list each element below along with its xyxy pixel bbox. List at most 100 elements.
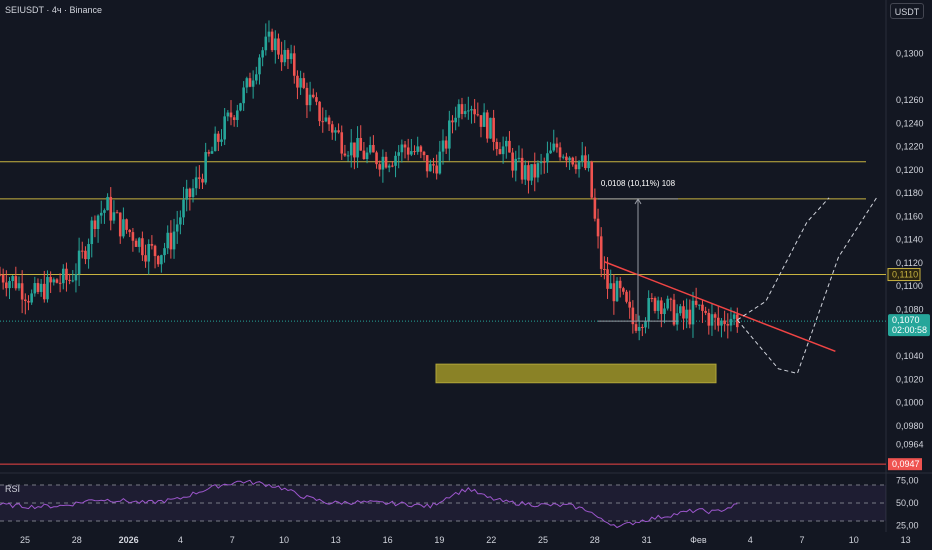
candle-body bbox=[495, 141, 499, 150]
candle-body bbox=[663, 308, 666, 315]
time-tick-label: 4 bbox=[748, 535, 753, 545]
candle-body bbox=[286, 49, 290, 60]
candle-body bbox=[723, 320, 726, 325]
time-tick-label: 25 bbox=[538, 535, 548, 545]
candle-body bbox=[232, 117, 236, 120]
candle-body bbox=[163, 248, 166, 256]
price-tick-label: 0,0980 bbox=[896, 421, 924, 431]
bar-countdown: 02:00:58 bbox=[892, 325, 927, 335]
candle-body bbox=[435, 165, 438, 174]
candle-body bbox=[242, 87, 245, 104]
candle-body bbox=[273, 38, 277, 51]
candle-body bbox=[172, 231, 176, 250]
candle-body bbox=[141, 238, 144, 256]
time-tick-label: 13 bbox=[331, 535, 341, 545]
time-tick-label: 22 bbox=[486, 535, 496, 545]
measure-label: 0,0108 (10,11%) 108 bbox=[601, 179, 676, 188]
candle-body bbox=[150, 244, 154, 246]
candle-body bbox=[166, 232, 170, 249]
candle-body bbox=[261, 50, 264, 58]
candle-body bbox=[394, 155, 397, 166]
candle-body bbox=[698, 304, 701, 306]
candle-body bbox=[296, 75, 299, 88]
candle-body bbox=[292, 53, 296, 76]
price-tick-label: 0,1240 bbox=[896, 118, 924, 128]
rsi-indicator-label[interactable]: RSI bbox=[5, 484, 21, 494]
candle-body bbox=[55, 279, 59, 283]
price-tick-label: 0,1120 bbox=[896, 258, 923, 268]
candle-body bbox=[302, 78, 306, 88]
candle-body bbox=[201, 178, 204, 183]
candle-body bbox=[444, 140, 448, 149]
candle-body bbox=[204, 152, 207, 183]
candle-body bbox=[153, 245, 157, 257]
price-tick-label: 0,1180 bbox=[896, 188, 923, 198]
candle-body bbox=[406, 147, 410, 155]
projection-path bbox=[736, 197, 877, 374]
candle-body bbox=[558, 147, 562, 158]
candle-body bbox=[226, 112, 230, 117]
candle-body bbox=[125, 219, 128, 230]
candle-body bbox=[372, 144, 375, 153]
symbol-title: SEIUSDT · 4ч · Binance bbox=[5, 5, 103, 15]
candle-body bbox=[584, 155, 587, 169]
candle-body bbox=[641, 326, 644, 328]
candle-body bbox=[403, 144, 407, 148]
candle-body bbox=[223, 116, 226, 140]
candle-body bbox=[520, 157, 524, 180]
currency-button[interactable]: USDT bbox=[890, 3, 924, 19]
candle-body bbox=[391, 165, 394, 167]
candle-body bbox=[384, 156, 388, 168]
candle-body bbox=[93, 220, 97, 230]
candle-body bbox=[248, 78, 252, 87]
candle-body bbox=[679, 306, 682, 314]
candle-body bbox=[460, 104, 464, 114]
demand-zone bbox=[435, 363, 717, 384]
candle-body bbox=[486, 112, 489, 139]
candle-body bbox=[656, 300, 660, 311]
candle-body bbox=[80, 250, 84, 252]
candle-body bbox=[131, 232, 135, 241]
candle-body bbox=[400, 144, 404, 153]
candle-body bbox=[308, 94, 312, 106]
candle-body bbox=[356, 137, 359, 158]
current-price-label: 0,1070 bbox=[892, 315, 920, 325]
candle-body bbox=[327, 117, 331, 125]
candle-body bbox=[694, 300, 698, 305]
candle-body bbox=[30, 293, 33, 303]
price-tick-label: 0,1040 bbox=[896, 351, 924, 361]
candle-body bbox=[106, 196, 109, 211]
candle-body bbox=[337, 130, 340, 133]
candle-body bbox=[220, 139, 223, 142]
candle-body bbox=[609, 283, 613, 289]
candle-body bbox=[17, 283, 21, 289]
candle-body bbox=[568, 157, 571, 161]
time-tick-label: 10 bbox=[279, 535, 289, 545]
candle-body bbox=[14, 276, 18, 289]
candle-body bbox=[315, 97, 318, 102]
candle-body bbox=[160, 255, 163, 265]
candle-body bbox=[267, 31, 271, 37]
candle-body bbox=[448, 120, 451, 149]
time-tick-label: Фев bbox=[690, 535, 707, 545]
candle-body bbox=[52, 279, 56, 283]
candle-body bbox=[429, 164, 432, 172]
candle-body bbox=[530, 164, 533, 181]
candle-body bbox=[666, 298, 669, 309]
candle-body bbox=[492, 117, 495, 142]
price-tick-label: 0,0964 bbox=[896, 439, 924, 449]
candle-body bbox=[46, 276, 49, 300]
candle-body bbox=[688, 309, 692, 325]
candle-body bbox=[188, 188, 192, 197]
candle-body bbox=[112, 212, 116, 221]
candle-body bbox=[43, 283, 46, 300]
candle-body bbox=[251, 80, 255, 87]
level-price-label: 0,1110 bbox=[892, 270, 918, 280]
candle-body bbox=[381, 156, 385, 170]
candle-body bbox=[710, 314, 714, 326]
candle-body bbox=[213, 133, 217, 152]
candle-body bbox=[334, 130, 337, 133]
candle-body bbox=[182, 199, 185, 218]
candle-body bbox=[479, 115, 483, 127]
